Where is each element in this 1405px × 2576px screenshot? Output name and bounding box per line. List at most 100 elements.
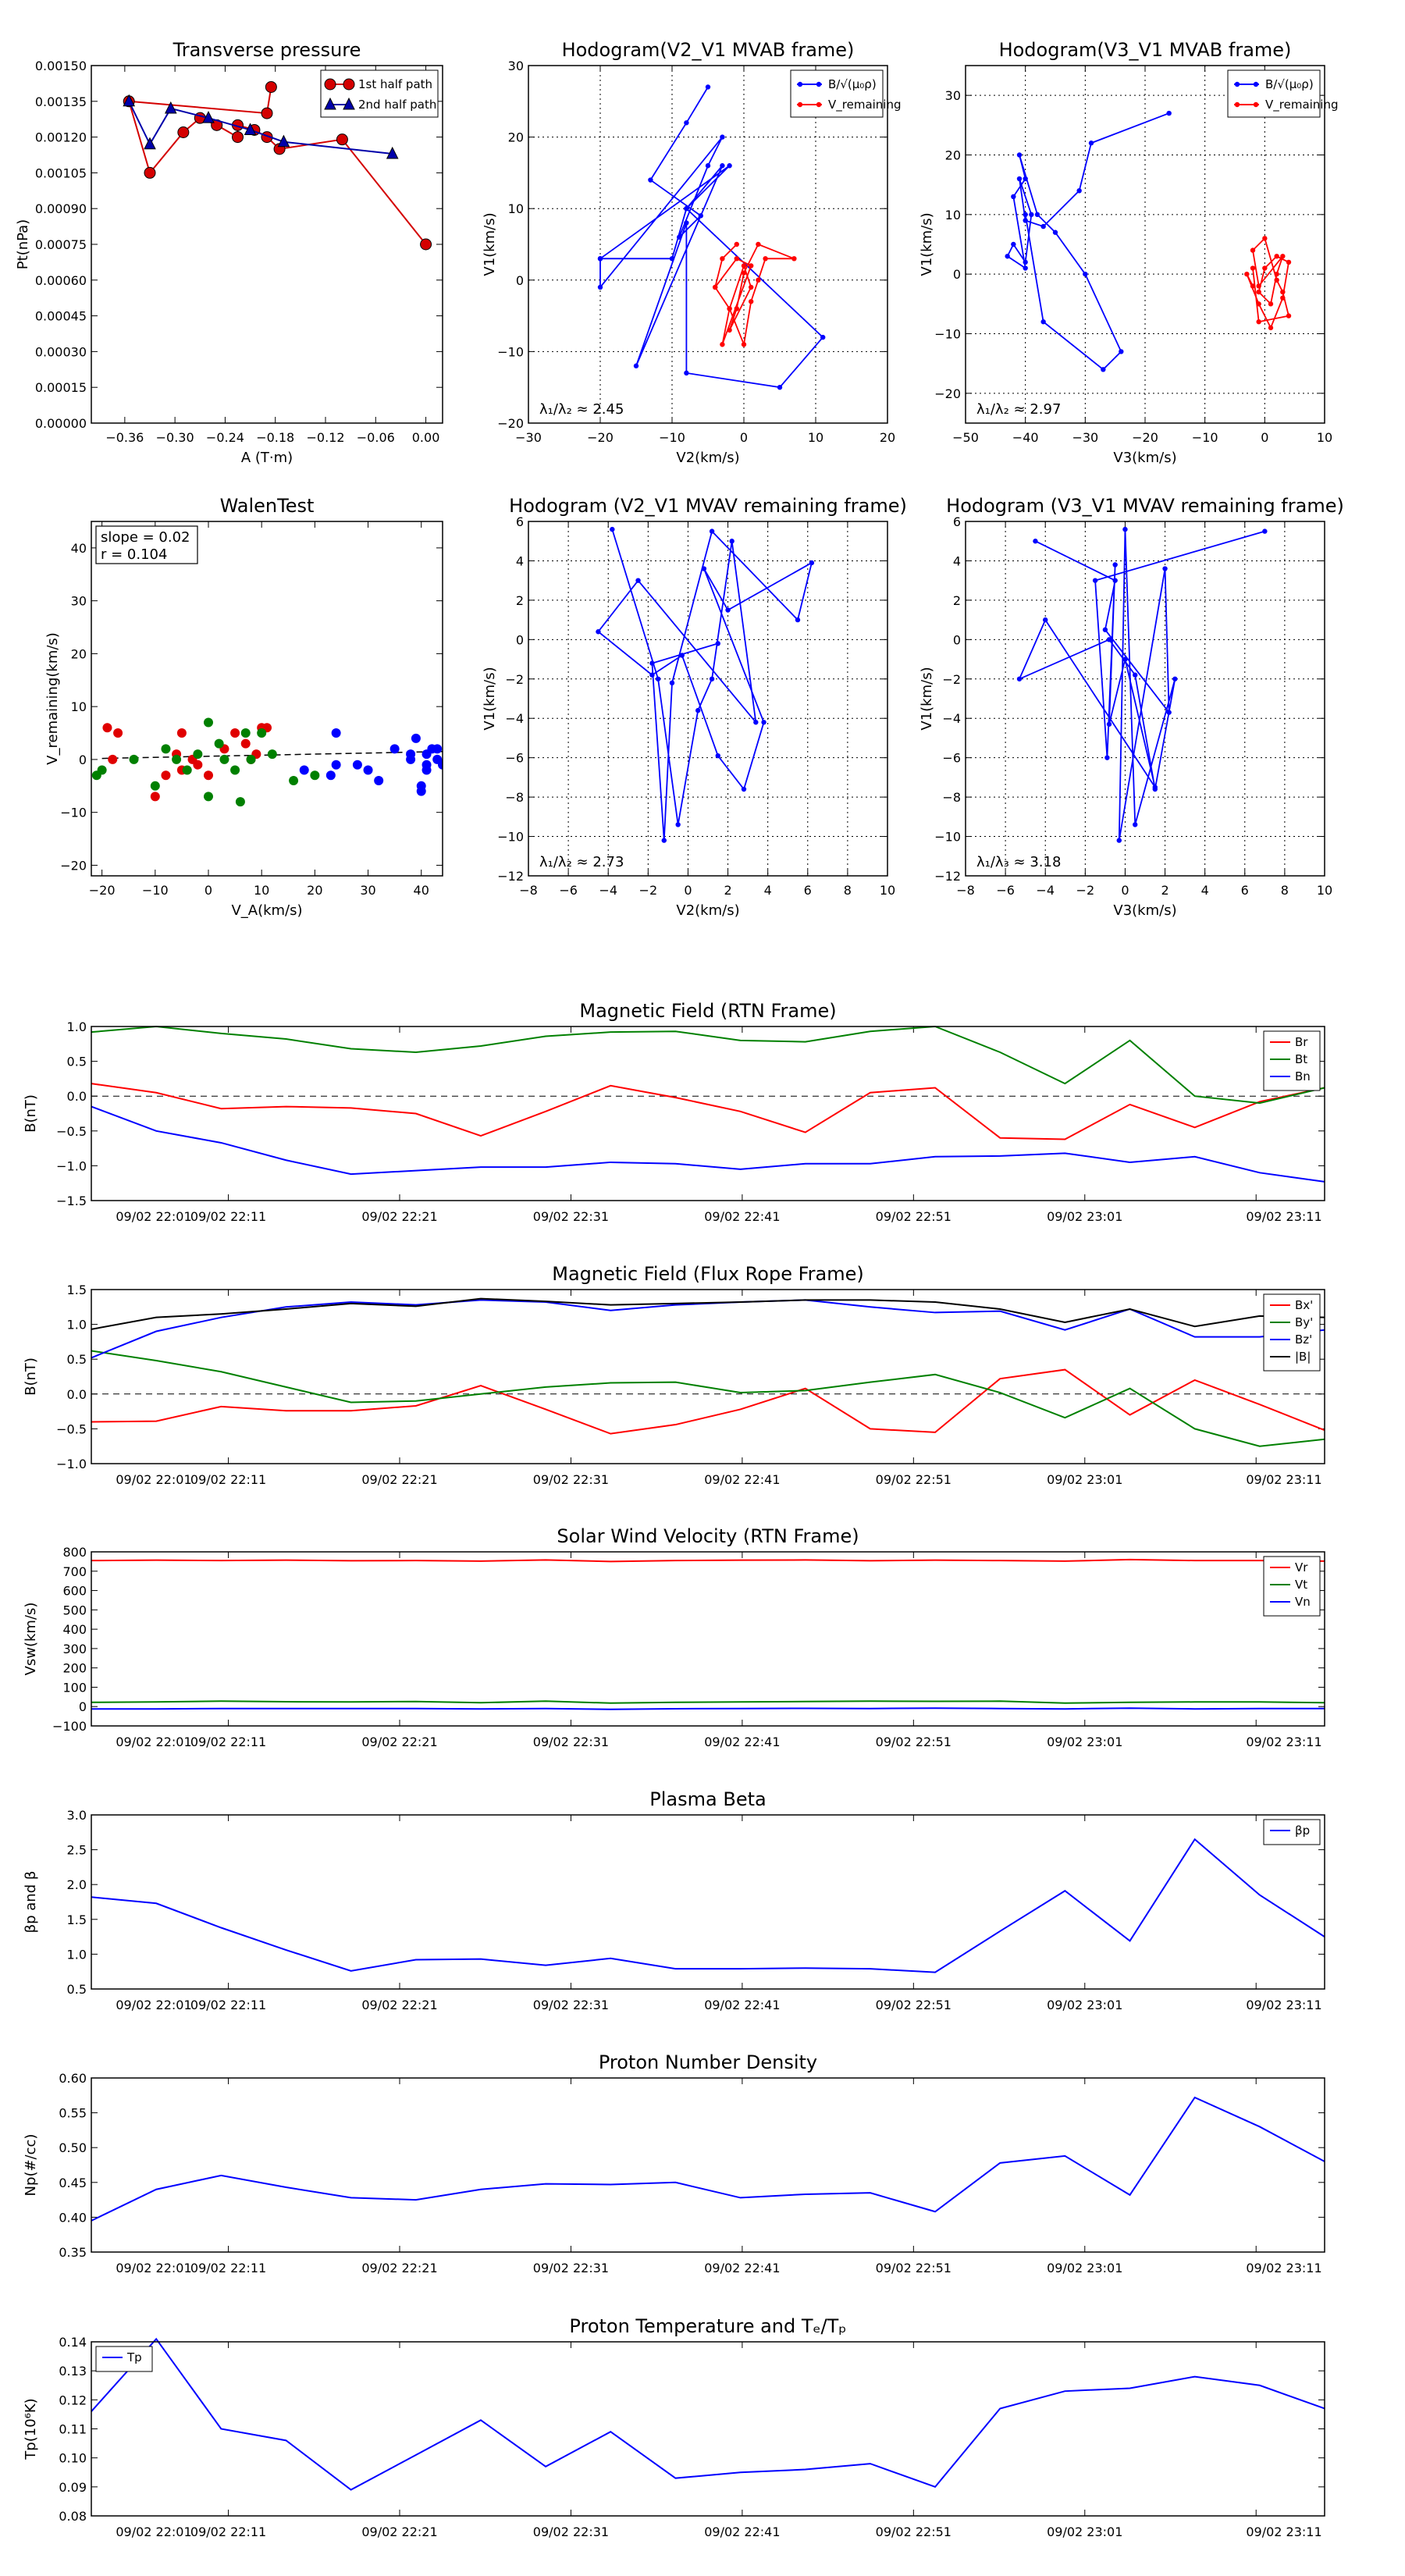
fit-line [101,751,443,760]
data-point [1268,325,1274,331]
chart-walen: −20 −10 0 10 20 30 40 −20 −10 0 10 20 30 40 WalenTest V… [44,495,443,919]
chart-hodo_v3_mvav: −8 −6 −4 −2 0 2 4 6 8 10−12−10−8−6−4−20246Hodogra… [919,495,1344,919]
y-axis-label: B(nT) [23,1094,39,1133]
y-tick-label: 0.00120 [35,130,87,145]
annotation-text: λ₁/λ₂ ≈ 2.45 [539,401,624,418]
time-tick-label: 09/02 22:51 [876,1735,951,1749]
data-point [123,94,136,107]
data-point [1274,254,1279,259]
y-tick-label: 0.00000 [35,416,87,431]
data-point [720,163,725,169]
data-point [705,84,711,90]
plot-frame [91,1289,1325,1464]
data-point [1011,241,1016,247]
series-line-1 [91,1025,1325,1105]
data-point [129,754,139,764]
time-tick-label: 09/02 23:01 [1047,1472,1122,1487]
x-tick-label: 0 [684,883,692,898]
y-tick-label: 1.5 [67,1283,87,1297]
x-tick-label: 6 [1241,883,1249,898]
x-tick-label: −20 [1132,430,1158,445]
legend-label: Bx' [1295,1298,1313,1312]
data-point [193,760,203,770]
y-tick-label: 0.10 [59,2451,87,2466]
time-tick-label: 09/02 23:11 [1246,1209,1321,1224]
data-point [684,370,689,376]
legend: Vr Vt Vn [1263,1556,1321,1617]
data-layer [123,80,432,251]
y-tick-label: 0.40 [59,2210,87,2225]
x-tick-label: 6 [804,883,812,898]
data-point [230,765,240,775]
y-tick-label: 30 [71,594,87,609]
data-point [1092,578,1098,583]
data-point [1274,271,1279,277]
x-tick-label: −4 [599,883,617,898]
data-point [277,134,290,148]
data-point [406,749,416,760]
time-tick-label: 09/02 22:41 [704,1472,780,1487]
y-tick-label: 1.0 [67,1019,87,1034]
y-tick-label: −4 [505,711,524,726]
legend-label: By' [1295,1315,1313,1329]
data-point [715,753,720,759]
data-point [677,234,682,240]
data-point [635,578,641,583]
legend-marker [1253,101,1259,108]
data-point [1152,786,1158,792]
data-point [734,256,739,262]
data-point [695,707,701,713]
y-tick-label: 500 [62,1603,87,1617]
time-tick-label: 09/02 23:11 [1246,2524,1321,2539]
legend-label: Bz' [1295,1332,1312,1347]
y-axis-label: Vsw(km/s) [23,1603,39,1676]
x-axis-label: V_A(km/s) [231,902,302,919]
data-point [715,641,720,646]
x-tick-label: −6 [559,883,578,898]
data-point [265,80,277,93]
y-tick-label: 0 [516,632,524,647]
data-point [1119,349,1124,354]
data-point [1122,656,1128,662]
x-tick-label: 0 [1121,883,1129,898]
data-point [1166,110,1172,116]
data-point [232,131,244,144]
data-point [725,607,731,613]
plot-frame [91,2341,1325,2517]
data-point [648,177,653,183]
legend-box [320,69,439,118]
y-tick-label: 0.35 [59,2245,87,2260]
legend-box [1263,1556,1321,1617]
y-tick-label: −1.0 [56,1457,87,1471]
data-point [144,137,156,150]
legend-marker [1253,81,1259,87]
y-tick-label: −20 [497,416,524,431]
time-tick-label: 09/02 22:51 [876,1472,951,1487]
chart-title: Magnetic Field (Flux Rope Frame) [552,1263,863,1285]
legend: Tp [95,2346,153,2372]
legend: Bx' By' Bz' |B| [1263,1293,1321,1372]
y-tick-label: −0.5 [56,1124,87,1139]
y-tick-label: 0.11 [59,2422,87,2437]
data-point [720,134,725,140]
y-tick-label: 0.00045 [35,309,87,324]
data-point [709,676,715,681]
y-tick-label: 2 [516,593,524,608]
data-point [684,220,689,226]
series-line-2 [91,1707,1325,1710]
data-point [597,284,603,290]
y-tick-label: −8 [505,790,524,805]
time-tick-label: 09/02 22:11 [190,1998,266,2012]
time-tick-label: 09/02 22:51 [876,2261,951,2275]
data-point [214,738,224,749]
chart-hodo_v2_mvav: −8 −6 −4 −2 0 2 4 6 8 10−12−10−8−6−4−20246Hodogra… [482,495,907,919]
y-axis-label: V_remaining(km/s) [44,632,61,765]
y-tick-label: 200 [62,1661,87,1676]
data-point [709,528,715,534]
time-tick-label: 09/02 23:11 [1246,1472,1321,1487]
data-point [1280,254,1286,259]
